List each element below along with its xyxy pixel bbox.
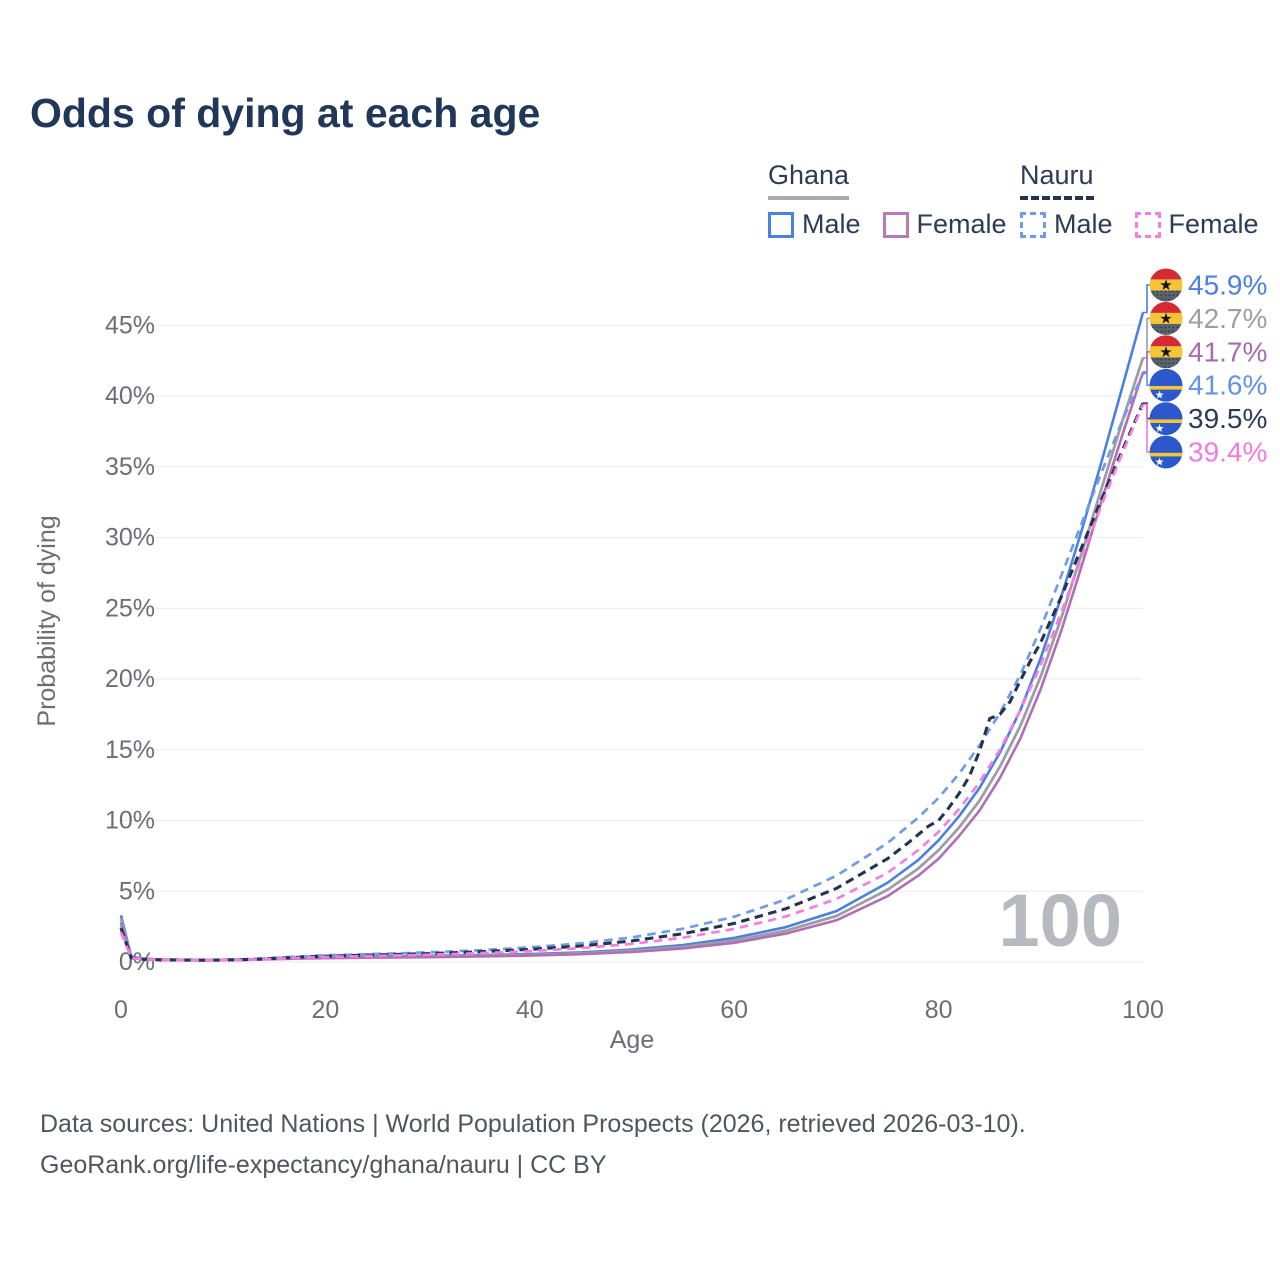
end-label-connector	[1143, 317, 1150, 359]
legend-item-label: Female	[916, 209, 1007, 239]
nauru-flag-icon: ★	[1149, 402, 1183, 436]
y-tick-label: 20%	[105, 665, 155, 693]
legend-item-label: Male	[1054, 209, 1113, 239]
legend-item-nauru-female[interactable]: Female	[1134, 209, 1259, 240]
ghana-female-swatch-icon	[882, 211, 909, 238]
x-tick-label: 100	[1122, 996, 1164, 1024]
legend-item-ghana-female[interactable]: Female	[882, 209, 1007, 240]
y-axis-title: Probability of dying	[33, 515, 61, 726]
legend-item-nauru-male[interactable]: Male	[1020, 209, 1113, 240]
legend-row-nauru: Male Female	[1020, 209, 1273, 240]
svg-text:★: ★	[1159, 277, 1172, 294]
series-line-ghana-solid	[119, 312, 1145, 962]
end-label-connector	[1143, 351, 1150, 373]
legend-item-ghana-male[interactable]: Male	[768, 209, 861, 240]
x-tick-label: 80	[925, 996, 953, 1024]
end-label-value: 39.4%	[1188, 437, 1267, 468]
x-axis-title: Age	[610, 1026, 654, 1054]
nauru-female-swatch-icon	[1134, 211, 1161, 238]
age-watermark: 100	[999, 879, 1122, 962]
legend-group-nauru: Nauru Male Female	[1020, 160, 1273, 240]
ghana-flag-icon: ★	[1149, 268, 1183, 302]
legend-item-label: Female	[1168, 209, 1259, 239]
legend-group-ghana: Ghana Male Female	[768, 160, 1021, 240]
y-tick-label: 35%	[105, 453, 155, 481]
series-line-nauru-dashed	[119, 402, 1145, 962]
series-line-nauru-dashed	[119, 372, 1145, 962]
series-line-ghana-solid	[119, 357, 1145, 962]
nauru-flag-icon: ★	[1149, 435, 1183, 469]
y-tick-label: 25%	[105, 594, 155, 622]
end-label-value: 42.7%	[1188, 303, 1267, 334]
chart-footer: Data sources: United Nations | World Pop…	[40, 1104, 1026, 1186]
svg-text:★: ★	[1155, 390, 1165, 402]
ghana-flag-icon: ★	[1149, 301, 1183, 335]
svg-text:★: ★	[1159, 310, 1172, 327]
svg-text:★: ★	[1155, 457, 1165, 469]
y-tick-label: 15%	[105, 736, 155, 764]
end-label-value: 39.5%	[1188, 403, 1267, 434]
series-line-ghana-solid	[119, 371, 1145, 962]
end-label-value: 41.6%	[1188, 370, 1267, 401]
legend-country-ghana: Ghana	[768, 160, 850, 200]
y-tick-label: 0%	[119, 948, 155, 976]
nauru-flag-icon: ★	[1149, 368, 1183, 402]
svg-text:★: ★	[1159, 344, 1172, 361]
y-tick-label: 45%	[105, 311, 155, 339]
attribution-line: GeoRank.org/life-expectancy/ghana/nauru …	[40, 1151, 607, 1179]
page-title: Odds of dying at each age	[30, 90, 541, 136]
end-label-connector	[1143, 372, 1150, 386]
end-label-connector	[1143, 284, 1150, 314]
ghana-male-swatch-icon	[768, 211, 794, 238]
x-tick-label: 60	[720, 996, 748, 1024]
legend-item-label: Male	[802, 209, 861, 239]
y-tick-label: 10%	[105, 807, 155, 835]
series-line-nauru-dashed	[119, 403, 1145, 962]
x-tick-label: 0	[114, 996, 128, 1024]
legend-row-ghana: Male Female	[768, 209, 1021, 240]
end-label-value: 41.7%	[1188, 336, 1267, 367]
end-label-value: 45.9%	[1188, 270, 1267, 301]
data-source-line: Data sources: United Nations | World Pop…	[40, 1110, 1026, 1138]
y-tick-label: 40%	[105, 382, 155, 410]
chart-canvas: 0% 5% 10% 15% 20% 25% 30% 35% 40% 45% 0 20 40 60 80 100…	[33, 268, 1267, 1054]
legend-country-nauru: Nauru	[1020, 160, 1094, 200]
svg-text:★: ★	[1155, 423, 1165, 435]
end-label-connector	[1143, 403, 1150, 453]
y-tick-label: 30%	[105, 524, 155, 552]
x-tick-label: 40	[516, 996, 544, 1024]
y-tick-label: 5%	[119, 877, 155, 905]
ghana-flag-icon: ★	[1149, 335, 1183, 369]
nauru-male-swatch-icon	[1020, 211, 1046, 238]
x-tick-label: 20	[311, 996, 339, 1024]
